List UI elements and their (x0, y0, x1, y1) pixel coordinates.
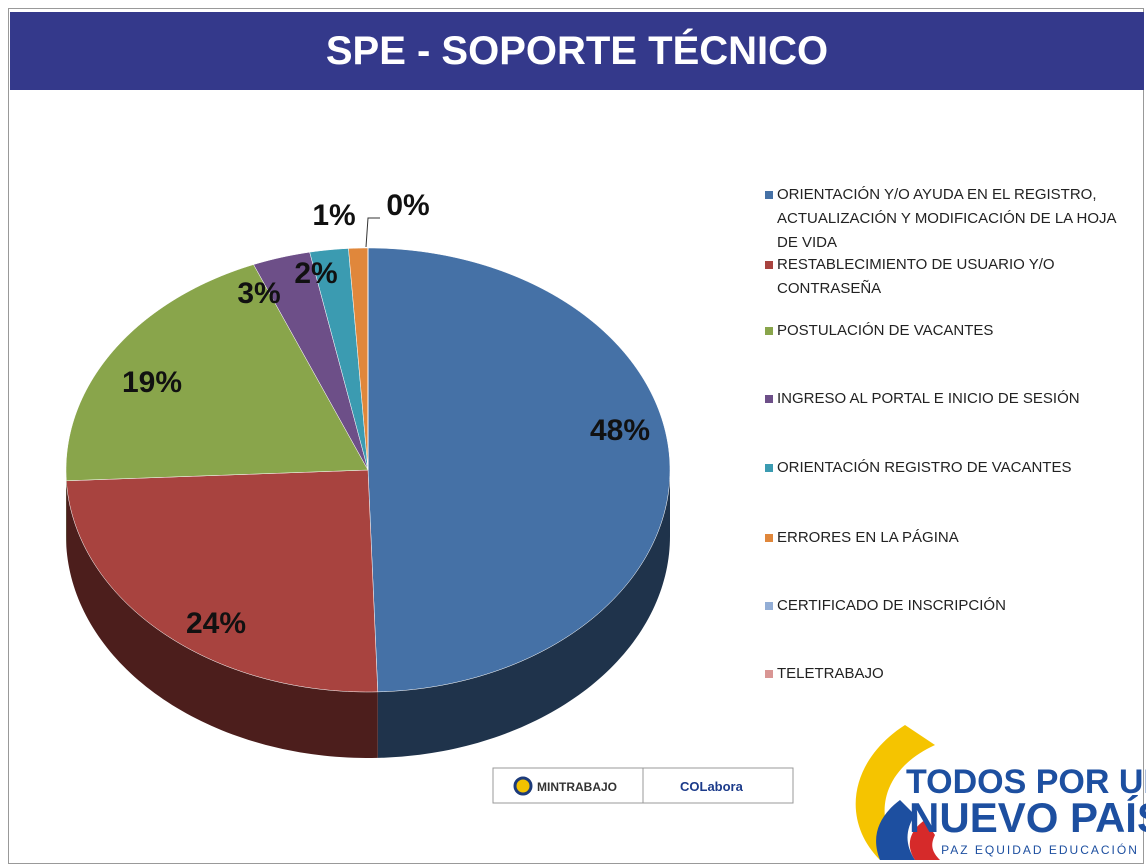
data-label: 3% (237, 277, 280, 310)
data-label: 2% (294, 257, 337, 290)
legend-item: RESTABLECIMIENTO DE USUARIO Y/O CONTRASE… (765, 253, 1127, 301)
slice-side (66, 480, 378, 758)
logo-icon (513, 776, 533, 796)
slogan: PAZ EQUIDAD EDUCACIÓN (941, 842, 1139, 857)
legend-swatch (765, 602, 773, 610)
legend-label: ORIENTACIÓN REGISTRO DE VACANTES (777, 459, 1072, 476)
legend-item: ERRORES EN LA PÁGINA (765, 526, 1127, 550)
legend-label: ERRORES EN LA PÁGINA (777, 529, 959, 546)
slice (66, 469, 379, 693)
legend-label: CERTIFICADO DE INSCRIPCIÓN (777, 597, 1006, 614)
logo-shape (876, 800, 915, 860)
slice (309, 248, 369, 471)
leader-line (365, 217, 380, 248)
legend-item: CERTIFICADO DE INSCRIPCIÓN (765, 594, 1127, 618)
title: SPE - SOPORTE TÉCNICO (10, 12, 1144, 90)
slice (65, 264, 369, 482)
slogan: NUEVO PAÍS (909, 794, 1146, 841)
data-label: 19% (122, 366, 182, 399)
logo-text: COLabora (680, 779, 744, 794)
legend-label: TELETRABAJO (777, 665, 884, 682)
legend-label: INGRESO AL PORTAL E INICIO DE SESIÓN (777, 390, 1080, 407)
logo-box (642, 767, 794, 804)
legend-swatch (765, 191, 773, 199)
legend-swatch (765, 534, 773, 542)
logo-shape (909, 820, 940, 860)
logo-text: MINTRABAJO (537, 780, 617, 794)
legend-swatch (765, 327, 773, 335)
legend-item: ORIENTACIÓN REGISTRO DE VACANTES (765, 456, 1127, 480)
data-label: 0% (386, 189, 429, 222)
data-label: 24% (186, 607, 246, 640)
legend-swatch (765, 670, 773, 678)
slice (367, 247, 671, 693)
legend-item: TELETRABAJO (765, 662, 1127, 686)
logo-shape (855, 725, 935, 860)
slice (253, 251, 369, 471)
slice-side (377, 470, 670, 758)
legend-swatch (765, 395, 773, 403)
legend-label: RESTABLECIMIENTO DE USUARIO Y/O CONTRASE… (777, 256, 1055, 297)
legend-item: ORIENTACIÓN Y/O AYUDA EN EL REGISTRO, AC… (765, 183, 1127, 255)
data-label: 48% (590, 414, 650, 447)
data-label: 1% (312, 199, 355, 232)
legend-label: POSTULACIÓN DE VACANTES (777, 322, 994, 339)
slogan: TODOS POR UN (906, 763, 1146, 801)
legend-swatch (765, 261, 773, 269)
frame (8, 8, 1144, 864)
legend-item: INGRESO AL PORTAL E INICIO DE SESIÓN (765, 387, 1127, 411)
legend-label: ORIENTACIÓN Y/O AYUDA EN EL REGISTRO, AC… (777, 186, 1116, 251)
legend-item: POSTULACIÓN DE VACANTES (765, 319, 1127, 343)
legend-swatch (765, 464, 773, 472)
